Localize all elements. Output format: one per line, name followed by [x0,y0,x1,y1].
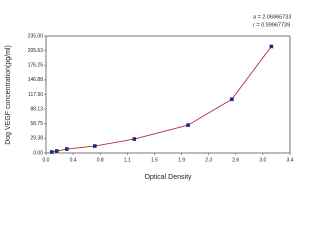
x-tick-label: 0.0 [43,157,50,163]
page: {"chart_data": {"type": "scatter", "x_la… [0,0,300,200]
y-tick-label: 117.50 [28,92,43,98]
x-tick-label: 1.1 [124,157,131,163]
x-tick-label: 2.6 [232,157,239,163]
x-tick-label: 0.8 [97,157,104,163]
x-axis-title: Optical Density [144,174,192,181]
x-tick-label: 3.0 [259,157,266,163]
data-point [186,123,190,127]
y-tick-label: 29.38 [30,136,43,142]
y-tick-label: 58.75 [30,121,43,127]
x-tick-label: 2.3 [205,157,212,163]
data-point [269,44,274,49]
y-tick-label: 0.00 [33,150,43,156]
x-tick-label: 0.4 [70,157,77,163]
y-tick-label: 235.00 [28,33,44,39]
x-tick-label: 3.4 [287,157,294,163]
background [0,0,300,200]
y-tick-label: 146.88 [28,77,44,83]
y-axis-title: Dog VEGF concentration(pg/ml) [5,45,12,145]
chart: Optical Density Dog VEGF concentration(p… [0,0,300,200]
data-point [65,147,69,151]
annotation: r = 0.99967739 [253,22,290,28]
data-point [49,150,54,154]
data-point [230,97,234,102]
y-tick-label: 88.13 [30,106,43,112]
x-tick-label: 1.9 [178,157,185,163]
data-point [132,137,137,141]
x-tick-label: 1.5 [151,157,158,163]
data-point [93,144,97,148]
annotation: a = 2.06966733 [253,14,291,20]
y-tick-label: 205.63 [28,48,44,54]
data-point [54,149,59,153]
y-tick-label: 176.25 [28,63,44,69]
